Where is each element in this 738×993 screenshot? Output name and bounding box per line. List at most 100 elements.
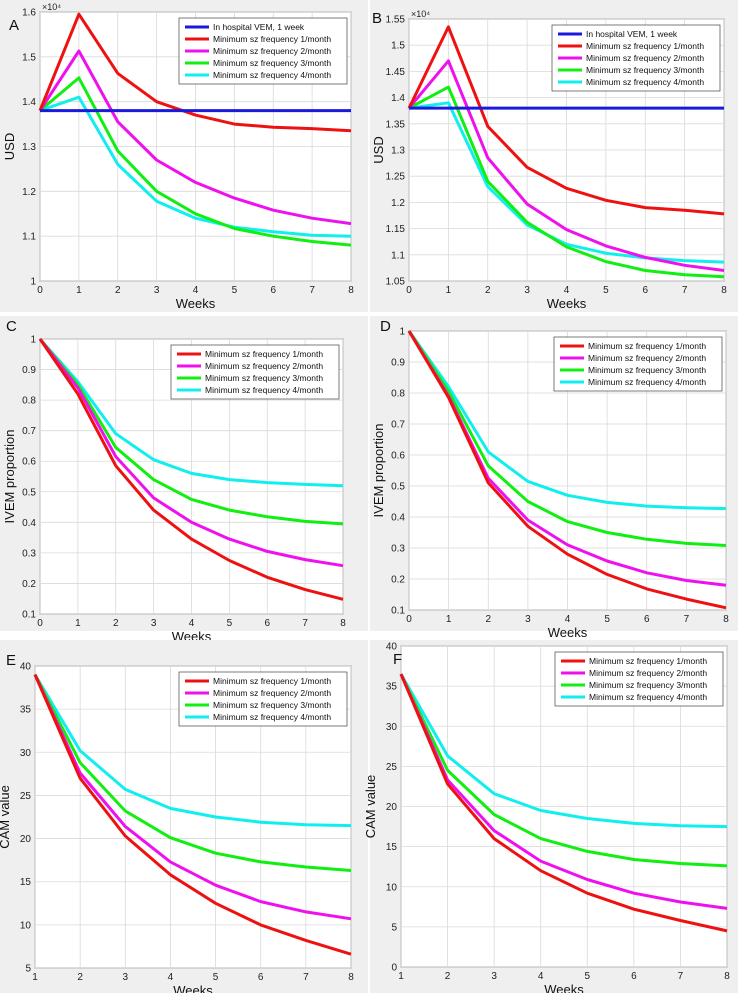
legend-entry: Minimum sz frequency 2/month (213, 688, 331, 698)
legend: Minimum sz frequency 1/month Minimum sz f… (170, 344, 340, 400)
x-tick-label: 1 (76, 285, 82, 296)
y-tick-label: 1.2 (22, 187, 36, 198)
y-tick-label: 10 (386, 882, 398, 893)
y-tick-label: 5 (391, 922, 397, 933)
y-tick-label: 1.5 (22, 52, 36, 63)
x-tick-label: 2 (113, 618, 119, 629)
y-tick-label: 15 (386, 842, 398, 853)
y-tick-label: 0.7 (391, 420, 405, 431)
y-tick-label: 1 (399, 327, 405, 338)
y-axis-label: IVEM proportion (371, 424, 386, 518)
x-tick-label: 3 (525, 614, 531, 625)
legend-entry: Minimum sz frequency 3/month (205, 373, 323, 383)
x-tick-label: 3 (151, 618, 157, 629)
series-line (408, 101, 725, 264)
series-line (38, 338, 344, 568)
y-axis-label: CAM value (363, 775, 378, 839)
y-tick-label: 1 (30, 277, 36, 288)
x-tick-label: 7 (309, 285, 315, 296)
y-tick-label: 0.4 (22, 518, 36, 529)
legend-entry: Minimum sz frequency 1/month (586, 41, 704, 51)
series-line (407, 25, 725, 216)
x-tick-label: 3 (524, 285, 530, 296)
legend-entry: Minimum sz frequency 3/month (588, 365, 706, 375)
x-tick-label: 5 (213, 972, 219, 983)
legend: In hospital VEM, 1 week Minimum sz freque… (178, 17, 348, 85)
x-tick-label: 2 (445, 971, 451, 982)
y-tick-label: 1.15 (386, 224, 406, 235)
series-line (38, 338, 344, 488)
legend: Minimum sz frequency 1/month Minimum sz f… (553, 336, 723, 392)
y-tick-label: 30 (386, 722, 398, 733)
legend-entry: Minimum sz frequency 1/month (588, 341, 706, 351)
y-tick-label: 25 (386, 762, 398, 773)
legend-entry: Minimum sz frequency 4/month (586, 77, 704, 87)
x-tick-label: 7 (303, 972, 309, 983)
x-tick-label: 5 (585, 971, 591, 982)
legend-entry: Minimum sz frequency 4/month (589, 692, 707, 702)
series-line (33, 673, 352, 872)
panel-letter: C (6, 318, 17, 335)
x-tick-label: 3 (123, 972, 129, 983)
y-tick-label: 1.45 (386, 67, 406, 78)
y-axis-label: IVEM proportion (2, 430, 17, 524)
x-tick-label: 2 (485, 614, 491, 625)
y-tick-label: 0.8 (22, 396, 36, 407)
y-tick-label: 40 (386, 642, 398, 653)
legend-entry: Minimum sz frequency 3/month (213, 700, 331, 710)
x-tick-label: 3 (491, 971, 497, 982)
x-tick-label: 3 (154, 285, 160, 296)
legend-entry: Minimum sz frequency 2/month (586, 53, 704, 63)
x-tick-label: 5 (603, 285, 609, 296)
chart-panel-D: 0 1 2 3 4 5 6 7 8 0.1 0.2 0.3 0.4 0.5 0.6 0.7 0.8 0.9 1 Wee… (370, 316, 738, 640)
y-tick-label: 0.2 (391, 575, 405, 586)
series-line (33, 673, 352, 921)
x-tick-label: 4 (193, 285, 199, 296)
x-tick-label: 4 (189, 618, 195, 629)
y-tick-label: 1.1 (22, 232, 36, 243)
legend-entry: Minimum sz frequency 2/month (589, 668, 707, 678)
x-tick-label: 7 (682, 285, 688, 296)
x-tick-label: 7 (678, 971, 684, 982)
x-tick-label: 8 (724, 971, 730, 982)
x-tick-label: 6 (258, 972, 264, 983)
y-tick-label: 1.6 (22, 8, 36, 19)
y-tick-label: 1.3 (22, 142, 36, 153)
legend-entry: Minimum sz frequency 4/month (213, 712, 331, 722)
legend-entry: Minimum sz frequency 3/month (589, 680, 707, 690)
x-tick-label: 8 (721, 285, 727, 296)
panel-letter: E (6, 652, 16, 669)
y-tick-label: 0.5 (22, 487, 36, 498)
y-tick-label: 1.2 (391, 198, 405, 209)
x-tick-label: 6 (264, 618, 270, 629)
y-tick-label: 1.4 (22, 97, 36, 108)
y-tick-label: 0.3 (391, 544, 405, 555)
x-tick-label: 2 (485, 285, 491, 296)
x-tick-label: 1 (446, 285, 452, 296)
x-tick-label: 4 (168, 972, 174, 983)
x-tick-label: 1 (446, 614, 452, 625)
y-tick-label: 1 (30, 335, 36, 346)
series-line (399, 673, 728, 910)
x-tick-label: 5 (227, 618, 233, 629)
y-tick-label: 0.5 (391, 482, 405, 493)
series-line (399, 673, 728, 829)
y-tick-label: 1.55 (386, 15, 406, 26)
y-tick-label: 1.1 (391, 250, 405, 261)
y-tick-label: 0.3 (22, 548, 36, 559)
x-axis-label: Weeks (173, 983, 213, 993)
y-tick-label: 1.05 (386, 277, 406, 288)
y-tick-label: 0.6 (22, 457, 36, 468)
y-axis-label: USD (2, 133, 17, 160)
x-axis-label: Weeks (544, 982, 584, 993)
y-tick-label: 35 (20, 705, 32, 716)
legend-entry: Minimum sz frequency 3/month (213, 58, 331, 68)
y-tick-label: 0.9 (22, 365, 36, 376)
chart-panel-C: 0 1 2 3 4 5 6 7 80.10.20.30.40.50.60.70.80.91Wee… (0, 316, 368, 644)
x-tick-label: 0 (37, 618, 43, 629)
series-line (407, 330, 727, 547)
legend-entry: In hospital VEM, 1 week (213, 22, 305, 32)
series-line (399, 673, 728, 868)
x-tick-label: 5 (604, 614, 610, 625)
